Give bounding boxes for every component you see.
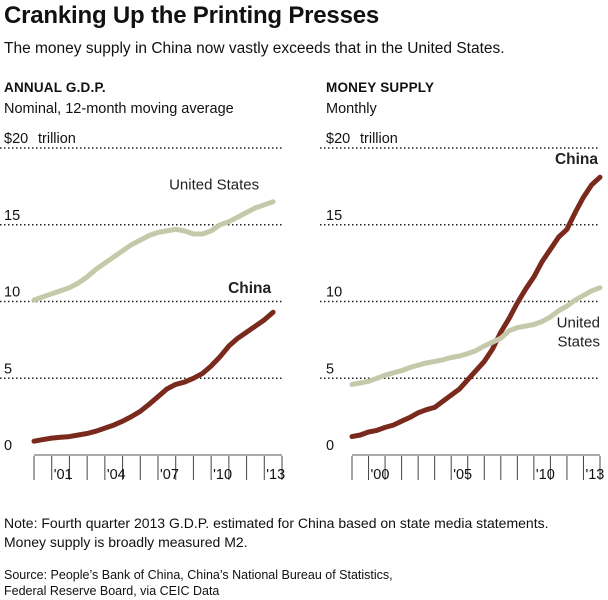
money-x-tick-label: '10 (536, 467, 555, 483)
gdp-panel-title: ANNUAL G.D.P. (4, 80, 106, 95)
money-series-label-united-states: United States (557, 315, 600, 351)
gdp-y-tick-label: 10 (4, 285, 20, 301)
money-y-tick-label: $20 (326, 131, 350, 147)
gdp-y-tick-label: 5 (4, 361, 12, 377)
money-series-label-china: China (555, 151, 598, 168)
gdp-x-tick-label: '13 (266, 467, 285, 483)
money-y-tick-label: 5 (326, 361, 334, 377)
money-y-tick-label: 0 (326, 438, 334, 454)
money-x-tick-label: '00 (371, 467, 390, 483)
gdp-y-tick-label: 15 (4, 208, 20, 224)
graphic-subtitle: The money supply in China now vastly exc… (4, 40, 505, 57)
footnote-line: Money supply is broadly measured M2. (4, 534, 248, 550)
source-line: Source: People’s Bank of China, China’s … (4, 568, 393, 582)
gdp-x-tick-label: '07 (160, 467, 179, 483)
money-panel-title: MONEY SUPPLY (326, 80, 435, 95)
money-series-line-united-states (349, 285, 603, 387)
graphic-title: Cranking Up the Printing Presses (4, 2, 380, 29)
money-panel-subtitle: Monthly (326, 101, 377, 117)
gdp-series-line-china (31, 309, 276, 444)
gdp-series-line-united-states (31, 199, 276, 303)
gdp-unit-label: trillion (38, 131, 76, 147)
source-credit: Source: People’s Bank of China, China’s … (4, 567, 393, 599)
gdp-panel-subtitle: Nominal, 12-month moving average (4, 101, 234, 117)
money-y-tick-label: 15 (326, 208, 342, 224)
gdp-x-tick-label: '10 (213, 467, 232, 483)
gdp-x-tick-label: '01 (54, 467, 73, 483)
gdp-y-tick-label: $20 (4, 131, 28, 147)
footnote-line: Note: Fourth quarter 2013 G.D.P. estimat… (4, 515, 549, 531)
source-line: Federal Reserve Board, via CEIC Data (4, 584, 220, 598)
gdp-series-label-united-states: United States (169, 177, 259, 194)
money-x-tick-label: '13 (585, 467, 604, 483)
gdp-series-label-china: China (228, 280, 271, 297)
money-x-tick-label: '05 (453, 467, 472, 483)
money-series-line-china (349, 174, 603, 440)
gdp-y-tick-label: 0 (4, 438, 12, 454)
footnote: Note: Fourth quarter 2013 G.D.P. estimat… (4, 514, 548, 552)
gdp-x-tick-label: '04 (107, 467, 126, 483)
money-unit-label: trillion (360, 131, 398, 147)
money-y-tick-label: 10 (326, 285, 342, 301)
